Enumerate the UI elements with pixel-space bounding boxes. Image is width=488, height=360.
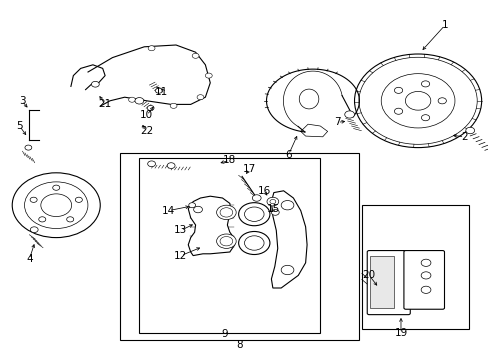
Circle shape — [25, 145, 32, 150]
Circle shape — [381, 74, 454, 128]
Circle shape — [420, 259, 430, 266]
Circle shape — [128, 97, 135, 102]
Circle shape — [420, 272, 430, 279]
Bar — [361, 205, 468, 329]
Circle shape — [394, 87, 402, 93]
Circle shape — [354, 54, 481, 148]
Text: 20: 20 — [362, 270, 375, 280]
FancyBboxPatch shape — [403, 251, 444, 309]
Circle shape — [281, 201, 293, 210]
Bar — [120, 153, 359, 340]
Text: 5: 5 — [16, 121, 23, 131]
Circle shape — [155, 88, 162, 93]
Text: 2: 2 — [460, 132, 467, 142]
Circle shape — [147, 105, 154, 111]
Circle shape — [41, 194, 71, 216]
Circle shape — [437, 98, 446, 104]
Circle shape — [148, 46, 155, 51]
Circle shape — [30, 197, 37, 202]
Circle shape — [269, 199, 275, 204]
Text: 18: 18 — [223, 155, 236, 165]
Circle shape — [188, 203, 195, 208]
FancyBboxPatch shape — [366, 251, 409, 315]
Circle shape — [75, 197, 82, 202]
Ellipse shape — [299, 89, 318, 109]
Circle shape — [66, 217, 74, 222]
Circle shape — [216, 205, 236, 220]
Text: 7: 7 — [333, 117, 340, 127]
Bar — [369, 256, 393, 308]
Text: 3: 3 — [19, 96, 25, 106]
Circle shape — [53, 185, 60, 190]
Circle shape — [421, 81, 429, 87]
Circle shape — [39, 217, 46, 222]
Text: 22: 22 — [140, 126, 153, 136]
Circle shape — [244, 236, 264, 250]
Text: 14: 14 — [162, 206, 175, 216]
Text: 11: 11 — [154, 87, 168, 97]
Circle shape — [281, 265, 293, 275]
Circle shape — [167, 163, 175, 168]
Circle shape — [193, 206, 202, 213]
Circle shape — [220, 208, 232, 217]
Circle shape — [252, 195, 261, 201]
Circle shape — [220, 237, 232, 246]
Circle shape — [24, 182, 88, 229]
Text: 19: 19 — [393, 328, 407, 338]
Text: 21: 21 — [98, 99, 112, 109]
Circle shape — [135, 98, 143, 104]
Circle shape — [205, 73, 212, 78]
Circle shape — [91, 81, 99, 87]
Text: 17: 17 — [242, 164, 256, 174]
Text: 1: 1 — [441, 20, 447, 30]
Circle shape — [394, 108, 402, 114]
Circle shape — [358, 57, 476, 144]
Circle shape — [344, 111, 354, 118]
Text: 13: 13 — [174, 225, 187, 235]
Circle shape — [12, 173, 100, 238]
Text: 9: 9 — [221, 329, 228, 339]
Circle shape — [244, 207, 264, 221]
Text: 6: 6 — [285, 150, 291, 160]
Text: 15: 15 — [266, 204, 280, 214]
Text: 16: 16 — [257, 186, 270, 196]
Circle shape — [238, 231, 269, 255]
Circle shape — [192, 53, 199, 58]
Circle shape — [216, 234, 236, 248]
Text: 4: 4 — [26, 254, 33, 264]
Circle shape — [465, 127, 474, 134]
Circle shape — [147, 161, 155, 167]
Text: 10: 10 — [140, 110, 153, 120]
Circle shape — [266, 197, 278, 206]
Circle shape — [30, 227, 38, 233]
Circle shape — [405, 91, 430, 110]
Circle shape — [420, 286, 430, 293]
Circle shape — [197, 95, 203, 100]
Text: 12: 12 — [174, 251, 187, 261]
Polygon shape — [188, 196, 234, 256]
Polygon shape — [271, 191, 306, 288]
Circle shape — [421, 115, 429, 121]
Circle shape — [238, 203, 269, 226]
Circle shape — [170, 103, 177, 108]
Circle shape — [271, 210, 279, 215]
Bar — [139, 158, 320, 333]
Text: 8: 8 — [236, 340, 243, 350]
